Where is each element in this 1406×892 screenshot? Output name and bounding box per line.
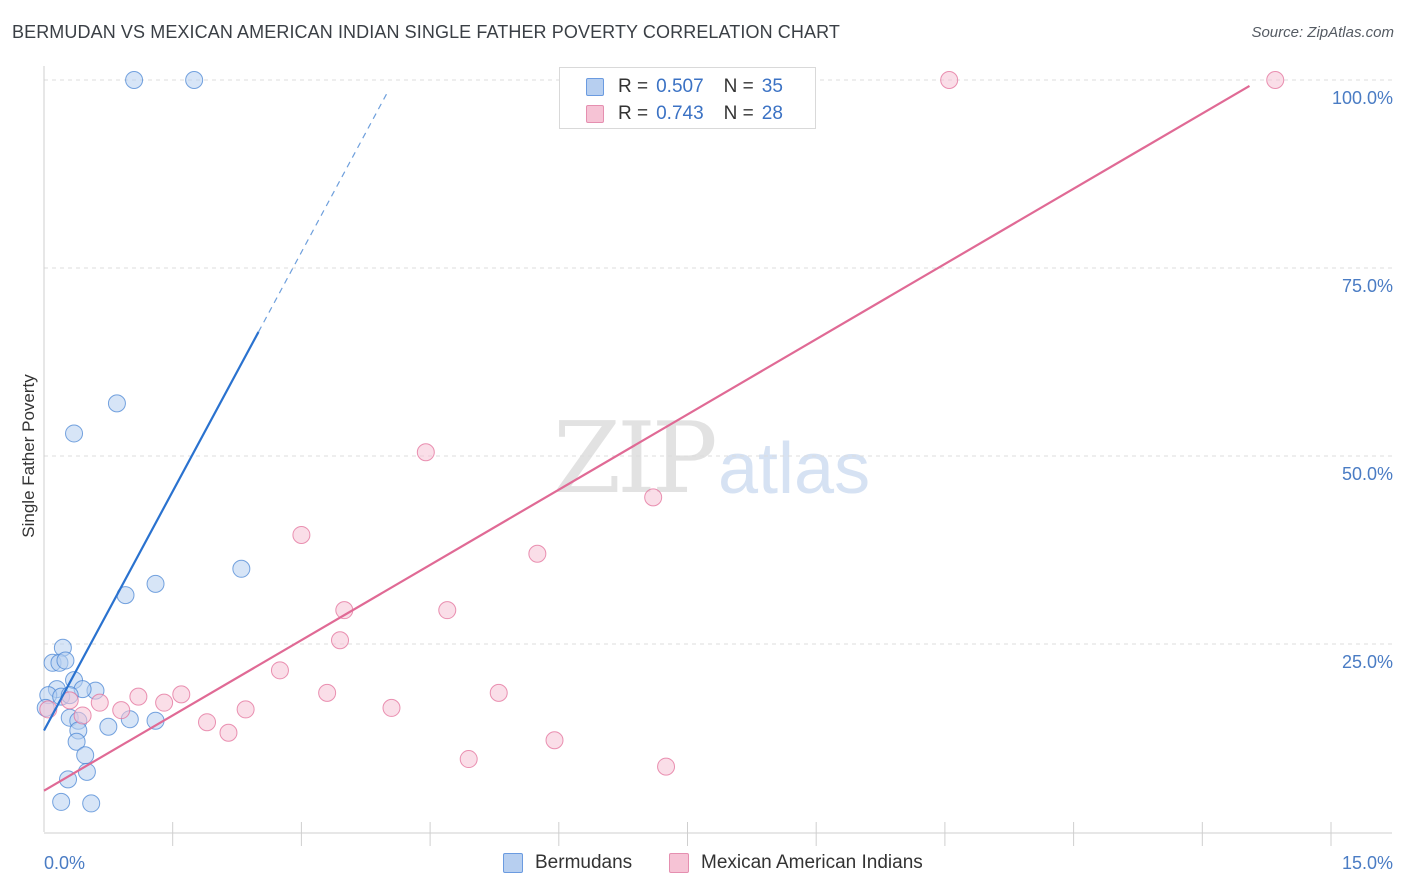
series-swatch-mexican-american-indians <box>669 853 689 873</box>
point-bermudans <box>146 574 165 593</box>
point-mexican-american-indians <box>292 525 311 544</box>
series-legend: Bermudans Mexican American Indians <box>0 852 1406 876</box>
legend-r-value-mexican-american-indians: 0.743 <box>656 103 704 124</box>
legend-n-label: N = <box>723 103 754 124</box>
point-bermudans <box>99 717 118 736</box>
point-mexican-american-indians <box>236 700 255 719</box>
point-bermudans <box>56 651 75 670</box>
watermark-zip: ZIP <box>553 402 718 516</box>
series-legend-bermudans[interactable]: Bermudans <box>503 852 632 874</box>
point-mexican-american-indians <box>459 750 478 769</box>
point-bermudans <box>52 792 71 811</box>
y-tick-label: 75.0% <box>1342 276 1393 296</box>
correlation-legend: R = 0.507 N = 35 R = 0.743 N = 28 <box>559 67 816 129</box>
point-bermudans <box>76 746 95 765</box>
point-bermudans <box>82 794 101 813</box>
legend-n-value-bermudans: 35 <box>761 76 783 97</box>
y-tick-label: 50.0% <box>1342 464 1393 484</box>
series-legend-label-mexican-american-indians: Mexican American Indians <box>701 852 923 873</box>
point-bermudans <box>185 71 204 89</box>
legend-swatch-mexican-american-indians <box>586 105 604 123</box>
point-mexican-american-indians <box>528 544 547 563</box>
y-tick-label: 100.0% <box>1332 88 1393 108</box>
legend-row-mexican-american-indians: R = 0.743 N = 28 <box>586 101 783 127</box>
series-swatch-bermudans <box>503 853 523 873</box>
point-mexican-american-indians <box>73 706 92 725</box>
point-mexican-american-indians <box>416 443 435 462</box>
legend-n-label: N = <box>723 76 754 97</box>
chart-source: Source: ZipAtlas.com <box>1251 24 1394 41</box>
y-tick-label: 25.0% <box>1342 652 1393 672</box>
watermark-atlas: atlas <box>718 429 871 509</box>
point-mexican-american-indians <box>382 698 401 717</box>
point-mexican-american-indians <box>644 488 663 507</box>
x-tick-label-max: 15.0% <box>1342 853 1393 873</box>
point-mexican-american-indians <box>219 723 238 742</box>
point-mexican-american-indians <box>198 713 217 732</box>
series-legend-mexican-american-indians[interactable]: Mexican American Indians <box>669 852 923 874</box>
x-tick-label-min: 0.0% <box>44 853 85 873</box>
series-legend-label-bermudans: Bermudans <box>535 852 633 873</box>
legend-swatch-bermudans <box>586 78 604 96</box>
point-bermudans <box>107 394 126 413</box>
legend-r-label: R = <box>618 103 649 124</box>
legend-n-value-mexican-american-indians: 28 <box>761 103 783 124</box>
point-mexican-american-indians <box>172 685 191 704</box>
legend-r-value-bermudans: 0.507 <box>656 76 704 97</box>
point-mexican-american-indians <box>129 687 148 706</box>
chart-title: BERMUDAN VS MEXICAN AMERICAN INDIAN SING… <box>12 22 840 42</box>
point-mexican-american-indians <box>90 693 109 712</box>
point-bermudans <box>67 732 86 751</box>
point-bermudans <box>125 71 144 89</box>
point-mexican-american-indians <box>438 601 457 620</box>
point-mexican-american-indians <box>1266 71 1285 89</box>
point-mexican-american-indians <box>489 683 508 702</box>
point-mexican-american-indians <box>270 661 289 680</box>
point-bermudans <box>232 559 251 578</box>
point-mexican-american-indians <box>318 683 337 702</box>
legend-row-bermudans: R = 0.507 N = 35 <box>586 74 783 100</box>
trendline-bermudans-extension <box>257 92 388 333</box>
point-mexican-american-indians <box>331 631 350 650</box>
point-mexican-american-indians <box>112 701 131 720</box>
point-mexican-american-indians <box>545 731 564 750</box>
legend-r-label: R = <box>618 76 649 97</box>
point-mexican-american-indians <box>940 71 959 89</box>
point-mexican-american-indians <box>657 757 676 776</box>
trendline-mexican-american-indians <box>43 84 1251 792</box>
point-bermudans <box>65 424 84 443</box>
trendline-bermudans <box>43 331 260 732</box>
y-axis-title: Single Father Poverty <box>19 374 38 538</box>
point-mexican-american-indians <box>155 693 174 712</box>
